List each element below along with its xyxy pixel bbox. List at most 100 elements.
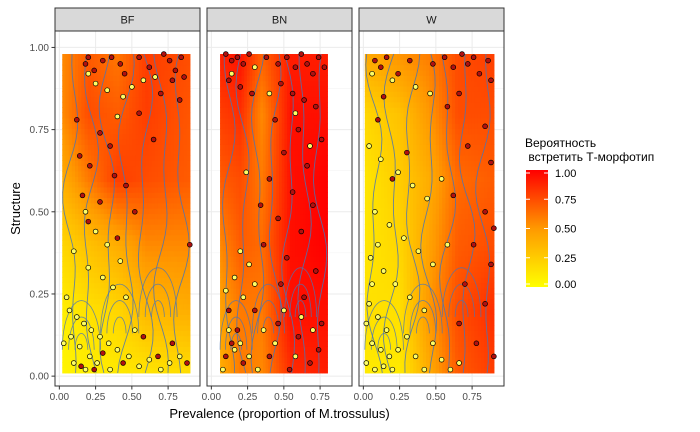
heatmap-cell — [268, 356, 272, 363]
heatmap-cell — [292, 181, 296, 188]
heatmap-cell — [100, 91, 105, 98]
heatmap-cell — [292, 245, 296, 252]
heatmap-cell — [132, 54, 137, 60]
heatmap-cell — [81, 186, 86, 193]
heatmap-cell — [90, 319, 95, 326]
heatmap-cell — [132, 282, 137, 289]
heatmap-cell — [65, 197, 70, 204]
heatmap-cell — [71, 64, 76, 71]
heatmap-cell — [81, 144, 86, 151]
heatmap-cell — [260, 91, 264, 98]
heatmap-cell — [262, 117, 267, 124]
heatmap-cell — [100, 282, 105, 289]
heatmap-cell — [167, 54, 172, 60]
heatmap-cell — [135, 213, 140, 220]
heatmap-cell — [135, 197, 140, 204]
point-non-t-bf — [104, 241, 110, 248]
heatmap-cell — [225, 186, 229, 193]
heatmap-cell — [238, 75, 243, 82]
heatmap-cell — [321, 197, 326, 204]
heatmap-cell — [110, 123, 114, 129]
heatmap-cell — [324, 287, 328, 294]
heatmap-cell — [164, 208, 169, 215]
heatmap-cell — [170, 213, 175, 220]
heatmap-cell — [103, 176, 108, 183]
heatmap-cell — [129, 208, 134, 215]
heatmap-cell — [225, 335, 229, 342]
heatmap-cell — [151, 123, 156, 129]
heatmap-cell — [151, 112, 156, 119]
heatmap-cell — [90, 351, 95, 358]
heatmap-cell — [173, 96, 178, 103]
heatmap-cell — [316, 277, 320, 284]
heatmap-cell — [295, 298, 299, 305]
heatmap-cell — [68, 277, 73, 284]
heatmap-cell — [154, 144, 159, 151]
heatmap-cell — [173, 229, 178, 236]
heatmap-cell — [311, 330, 315, 337]
heatmap-cell — [238, 165, 243, 172]
heatmap-cell — [110, 96, 114, 103]
heatmap-cell — [170, 139, 175, 145]
heatmap-cell — [321, 107, 326, 114]
heatmap-cell — [284, 282, 288, 289]
heatmap-cell — [94, 165, 98, 172]
heatmap-cell — [138, 91, 143, 98]
heatmap-cell — [271, 154, 275, 161]
heatmap-cell — [276, 287, 280, 294]
point-t-bf — [187, 241, 193, 248]
heatmap-cell — [249, 85, 253, 92]
heatmap-cell — [265, 282, 269, 289]
heatmap-cell — [289, 266, 294, 273]
heatmap-cell — [222, 101, 227, 108]
heatmap-cell — [135, 367, 140, 374]
heatmap-cell — [230, 96, 235, 103]
heatmap-cell — [90, 218, 95, 225]
heatmap-cell — [303, 325, 307, 331]
heatmap-cell — [308, 346, 312, 353]
heatmap-cell — [180, 218, 185, 225]
heatmap-cell — [281, 192, 286, 199]
heatmap-cell — [289, 293, 294, 300]
heatmap-cell — [252, 192, 256, 199]
heatmap-cell — [186, 266, 191, 273]
heatmap-cell — [180, 234, 185, 241]
heatmap-cell — [249, 176, 253, 183]
heatmap-cell — [116, 266, 121, 273]
heatmap-cell — [129, 240, 134, 246]
heatmap-cell — [262, 340, 267, 347]
heatmap-cell — [65, 192, 70, 199]
heatmap-cell — [305, 330, 310, 337]
heatmap-cell — [94, 218, 98, 225]
heatmap-cell — [249, 250, 253, 257]
heatmap-cell — [97, 69, 102, 76]
heatmap-cell — [313, 176, 318, 183]
heatmap-cell — [135, 240, 140, 246]
heatmap-cell — [308, 266, 312, 273]
heatmap-cell — [75, 287, 79, 294]
heatmap-cell — [241, 91, 245, 98]
heatmap-cell — [257, 356, 261, 363]
heatmap-cell — [313, 277, 318, 284]
heatmap-cell — [313, 224, 318, 230]
heatmap-cell — [236, 197, 240, 204]
heatmap-cell — [90, 128, 95, 135]
heatmap-cell — [84, 139, 89, 145]
heatmap-cell — [126, 107, 130, 114]
heatmap-cell — [106, 64, 111, 71]
heatmap-cell — [138, 165, 143, 172]
point-t-bf — [121, 70, 128, 77]
heatmap-cell — [116, 96, 121, 103]
heatmap-cell — [279, 362, 283, 369]
heatmap-cell — [177, 224, 181, 230]
heatmap-cell — [186, 293, 191, 300]
heatmap-cell — [116, 75, 121, 82]
heatmap-cell — [297, 208, 302, 215]
heatmap-cell — [164, 325, 169, 331]
point-non-t-bn — [246, 261, 252, 268]
heatmap-cell — [68, 75, 73, 82]
heatmap-cell — [222, 346, 227, 353]
heatmap-cell — [78, 330, 82, 337]
heatmap-cell — [157, 123, 162, 129]
heatmap-cell — [228, 367, 232, 374]
